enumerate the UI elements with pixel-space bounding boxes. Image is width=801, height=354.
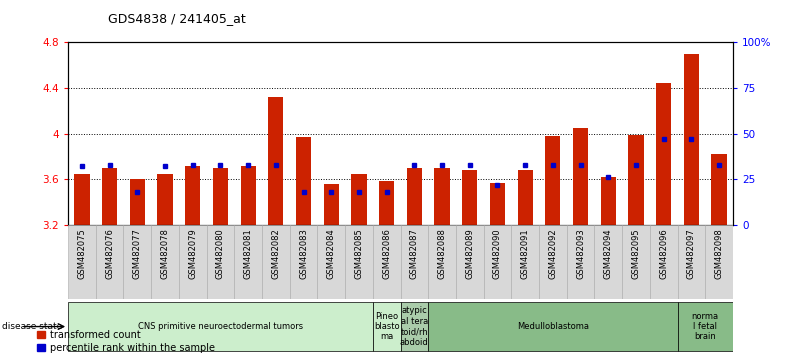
Bar [290,225,317,299]
Bar [601,177,616,225]
Text: GSM482085: GSM482085 [355,229,364,279]
Bar [324,184,339,225]
Text: GDS4838 / 241405_at: GDS4838 / 241405_at [108,12,246,25]
Bar [96,225,123,299]
Bar [68,302,372,351]
Text: GSM482092: GSM482092 [549,229,557,279]
Bar [158,173,173,225]
Text: GSM482096: GSM482096 [659,229,668,279]
Text: GSM482098: GSM482098 [714,229,723,279]
Text: GSM482078: GSM482078 [160,229,170,279]
Bar [102,168,117,225]
Bar [317,225,345,299]
Bar [484,225,511,299]
Legend: transformed count, percentile rank within the sample: transformed count, percentile rank withi… [37,330,215,353]
Bar [684,54,699,225]
Bar [545,136,561,225]
Bar [711,154,727,225]
Bar [678,302,733,351]
Bar [68,225,96,299]
Bar [567,225,594,299]
Text: Pineo
blasto
ma: Pineo blasto ma [374,312,400,342]
Bar [407,168,422,225]
Bar [185,166,200,225]
Bar [656,84,671,225]
Text: GSM482094: GSM482094 [604,229,613,279]
Bar [372,302,400,351]
Text: GSM482081: GSM482081 [244,229,252,279]
Bar [400,302,429,351]
Bar [573,128,588,225]
Bar [429,302,678,351]
Bar [400,225,429,299]
Bar [240,166,256,225]
Text: GSM482087: GSM482087 [410,229,419,279]
Text: GSM482090: GSM482090 [493,229,502,279]
Bar [352,173,367,225]
Bar [179,225,207,299]
Text: GSM482082: GSM482082 [272,229,280,279]
Text: GSM482079: GSM482079 [188,229,197,279]
Bar [296,137,311,225]
Bar [517,170,533,225]
Bar [456,225,484,299]
Text: Medulloblastoma: Medulloblastoma [517,322,589,331]
Bar [434,168,449,225]
Bar [130,179,145,225]
Bar [151,225,179,299]
Bar [490,183,505,225]
Text: GSM482088: GSM482088 [437,229,446,279]
Bar [345,225,372,299]
Bar [268,97,284,225]
Bar [74,173,90,225]
Text: norma
l fetal
brain: norma l fetal brain [691,312,718,342]
Text: disease state: disease state [2,322,62,331]
Bar [539,225,567,299]
Bar [650,225,678,299]
Bar [207,225,235,299]
Text: GSM482093: GSM482093 [576,229,585,279]
Bar [511,225,539,299]
Text: CNS primitive neuroectodermal tumors: CNS primitive neuroectodermal tumors [138,322,303,331]
Bar [379,182,394,225]
Text: GSM482097: GSM482097 [687,229,696,279]
Bar [429,225,456,299]
Bar [678,225,705,299]
Text: GSM482077: GSM482077 [133,229,142,279]
Text: GSM482083: GSM482083 [299,229,308,279]
Bar [372,225,400,299]
Bar [213,168,228,225]
Text: GSM482076: GSM482076 [105,229,114,279]
Text: GSM482086: GSM482086 [382,229,391,279]
Bar [262,225,290,299]
Text: GSM482084: GSM482084 [327,229,336,279]
Bar [235,225,262,299]
Text: GSM482089: GSM482089 [465,229,474,279]
Text: GSM482095: GSM482095 [631,229,641,279]
Text: GSM482075: GSM482075 [78,229,87,279]
Bar [462,170,477,225]
Bar [594,225,622,299]
Text: GSM482091: GSM482091 [521,229,529,279]
Bar [123,225,151,299]
Text: atypic
al tera
toid/rh
abdoid: atypic al tera toid/rh abdoid [400,307,429,347]
Bar [705,225,733,299]
Bar [628,135,643,225]
Text: GSM482080: GSM482080 [216,229,225,279]
Bar [622,225,650,299]
